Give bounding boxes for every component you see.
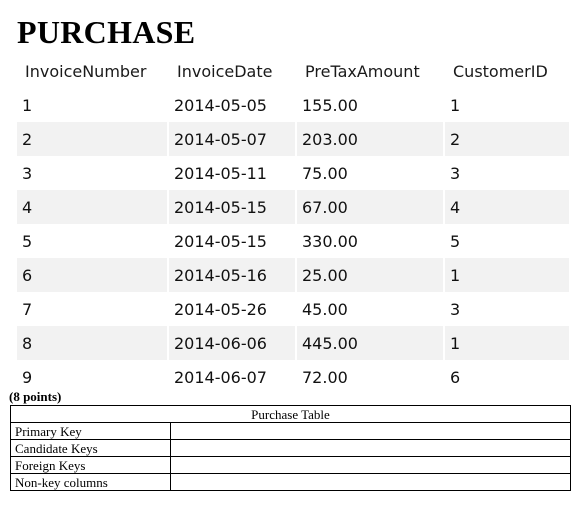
points-label: (8 points)	[9, 389, 62, 404]
cell-pretax-amount[interactable]: 445.00	[297, 326, 443, 360]
question-table-row: Foreign Keys	[10, 456, 571, 474]
question-table-row: Candidate Keys	[10, 439, 571, 457]
question-row-label: Primary Key	[10, 422, 171, 440]
cell-pretax-amount[interactable]: 45.00	[302, 299, 348, 319]
cell-invoice-date[interactable]: 2014-05-11	[174, 163, 267, 183]
table-row[interactable]: 7 2014-05-26 45.00 3	[17, 292, 569, 326]
table-row[interactable]: 2 2014-05-07 203.00 2	[17, 122, 569, 156]
cell-invoice-number[interactable]: 1	[22, 95, 33, 115]
cell-customer-id[interactable]: 4	[445, 190, 569, 224]
cell-invoice-date[interactable]: 2014-05-15	[169, 190, 295, 224]
table-row[interactable]: 9 2014-06-07 72.00 6	[17, 360, 569, 394]
cell-invoice-date[interactable]: 2014-05-05	[174, 95, 267, 115]
cell-customer-id[interactable]: 2	[445, 122, 569, 156]
column-header-pretax-amount[interactable]: PreTaxAmount	[297, 54, 443, 88]
question-table-row: Primary Key	[10, 422, 571, 440]
cell-invoice-date[interactable]: 2014-05-16	[169, 258, 295, 292]
cell-invoice-date[interactable]: 2014-05-07	[169, 122, 295, 156]
question-table-caption: Purchase Table	[10, 405, 571, 423]
cell-customer-id[interactable]: 3	[450, 299, 461, 319]
question-row-answer-field[interactable]	[170, 456, 571, 474]
question-row-label: Candidate Keys	[10, 439, 171, 457]
question-table-caption-row: Purchase Table	[10, 405, 571, 423]
question-row-answer-field[interactable]	[170, 422, 571, 440]
cell-invoice-number[interactable]: 9	[22, 367, 33, 387]
purchase-question-table: Purchase Table Primary Key Candidate Keys…	[10, 405, 571, 491]
cell-customer-id[interactable]: 6	[450, 367, 461, 387]
cell-invoice-number[interactable]: 7	[22, 299, 33, 319]
cell-pretax-amount[interactable]: 203.00	[297, 122, 443, 156]
cell-invoice-date[interactable]: 2014-05-15	[174, 231, 267, 251]
column-header-invoice-number[interactable]: InvoiceNumber	[17, 54, 167, 88]
cell-invoice-date[interactable]: 2014-06-06	[169, 326, 295, 360]
cell-invoice-number[interactable]: 5	[22, 231, 33, 251]
table-row[interactable]: 6 2014-05-16 25.00 1	[17, 258, 569, 292]
grid-header-row: InvoiceNumber InvoiceDate PreTaxAmount C…	[17, 54, 569, 88]
column-header-customer-id[interactable]: CustomerID	[445, 54, 569, 88]
table-row[interactable]: 8 2014-06-06 445.00 1	[17, 326, 569, 360]
cell-invoice-number[interactable]: 6	[17, 258, 167, 292]
cell-customer-id[interactable]: 1	[450, 95, 461, 115]
purchase-data-grid: InvoiceNumber InvoiceDate PreTaxAmount C…	[15, 54, 569, 394]
question-table-row: Non-key columns	[10, 473, 571, 491]
cell-invoice-number[interactable]: 3	[22, 163, 33, 183]
table-row[interactable]: 5 2014-05-15 330.00 5	[17, 224, 569, 258]
question-row-label: Foreign Keys	[10, 456, 171, 474]
cell-invoice-number[interactable]: 8	[17, 326, 167, 360]
cell-customer-id[interactable]: 5	[450, 231, 461, 251]
table-row[interactable]: 4 2014-05-15 67.00 4	[17, 190, 569, 224]
cell-pretax-amount[interactable]: 330.00	[302, 231, 358, 251]
page-title: PURCHASE	[17, 14, 196, 50]
cell-customer-id[interactable]: 1	[445, 258, 569, 292]
table-row[interactable]: 1 2014-05-05 155.00 1	[17, 88, 569, 122]
table-row[interactable]: 3 2014-05-11 75.00 3	[17, 156, 569, 190]
cell-pretax-amount[interactable]: 25.00	[297, 258, 443, 292]
question-row-answer-field[interactable]	[170, 439, 571, 457]
grid-body: 1 2014-05-05 155.00 1 2 2014-05-07 203.00 2 3 201…	[17, 88, 569, 394]
question-row-label: Non-key columns	[10, 473, 171, 491]
column-header-invoice-date[interactable]: InvoiceDate	[169, 54, 295, 88]
cell-pretax-amount[interactable]: 67.00	[297, 190, 443, 224]
cell-invoice-date[interactable]: 2014-05-26	[174, 299, 267, 319]
cell-pretax-amount[interactable]: 75.00	[302, 163, 348, 183]
cell-pretax-amount[interactable]: 72.00	[302, 367, 348, 387]
cell-customer-id[interactable]: 1	[445, 326, 569, 360]
question-row-answer-field[interactable]	[170, 473, 571, 491]
cell-invoice-number[interactable]: 4	[17, 190, 167, 224]
cell-pretax-amount[interactable]: 155.00	[302, 95, 358, 115]
cell-invoice-number[interactable]: 2	[17, 122, 167, 156]
cell-invoice-date[interactable]: 2014-06-07	[174, 367, 267, 387]
cell-customer-id[interactable]: 3	[450, 163, 461, 183]
